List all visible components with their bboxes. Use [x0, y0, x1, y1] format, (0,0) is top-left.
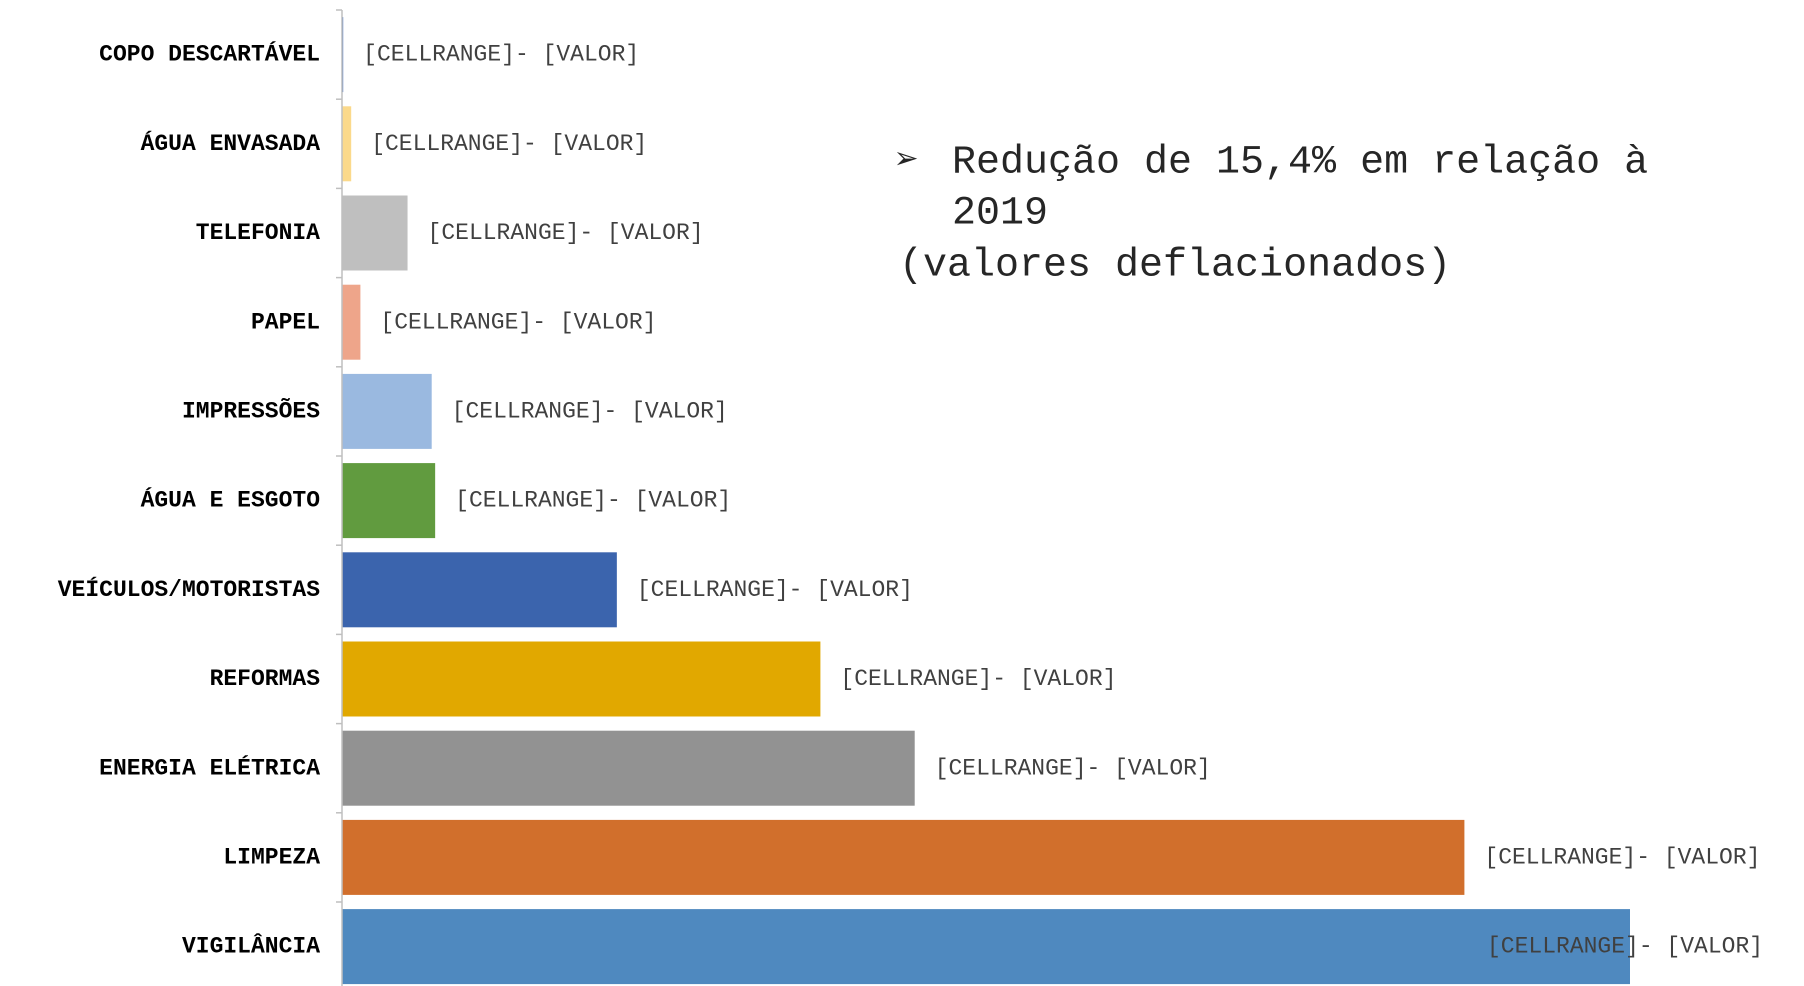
- bar: [342, 463, 436, 539]
- bar: [342, 909, 1630, 985]
- bar: [342, 373, 432, 449]
- category-label: ENERGIA ELÉTRICA: [99, 754, 320, 781]
- data-label: [CELLRANGE]- [VALOR]: [1484, 844, 1760, 870]
- category-label: VIGILÂNCIA: [182, 933, 320, 960]
- bar: [342, 106, 352, 182]
- bar: [342, 284, 361, 360]
- category-label: TELEFONIA: [196, 220, 320, 246]
- category-label: IMPRESSÕES: [182, 397, 320, 424]
- annotation-line: 2019: [952, 192, 1048, 237]
- data-label: [CELLRANGE]- [VALOR]: [428, 220, 704, 246]
- annotation-line: Redução de 15,4% em relação à: [952, 141, 1648, 186]
- bar: [342, 641, 821, 717]
- data-label: [CELLRANGE]- [VALOR]: [637, 577, 913, 603]
- category-label: COPO DESCARTÁVEL: [99, 41, 320, 68]
- data-label: [CELLRANGE]- [VALOR]: [380, 309, 656, 335]
- data-label: [CELLRANGE]- [VALOR]: [1487, 934, 1763, 960]
- data-label: [CELLRANGE]- [VALOR]: [455, 488, 731, 514]
- bar: [342, 195, 408, 271]
- data-label: [CELLRANGE]- [VALOR]: [371, 131, 647, 157]
- data-label: [CELLRANGE]- [VALOR]: [935, 755, 1211, 781]
- bar: [342, 552, 617, 628]
- data-label: [CELLRANGE]- [VALOR]: [840, 666, 1116, 692]
- bar: [342, 730, 915, 806]
- category-label: REFORMAS: [210, 666, 321, 692]
- category-label: VEÍCULOS/MOTORISTAS: [58, 576, 320, 603]
- category-label: ÁGUA E ESGOTO: [141, 487, 320, 514]
- category-label: PAPEL: [251, 309, 320, 335]
- data-label: [CELLRANGE]- [VALOR]: [363, 42, 639, 68]
- bar: [342, 819, 1465, 895]
- data-label: [CELLRANGE]- [VALOR]: [452, 398, 728, 424]
- annotation-bullet: ➢: [895, 141, 919, 186]
- annotation-line: (valores deflacionados): [899, 244, 1451, 289]
- category-label: ÁGUA ENVASADA: [141, 130, 321, 157]
- category-label: LIMPEZA: [223, 844, 320, 870]
